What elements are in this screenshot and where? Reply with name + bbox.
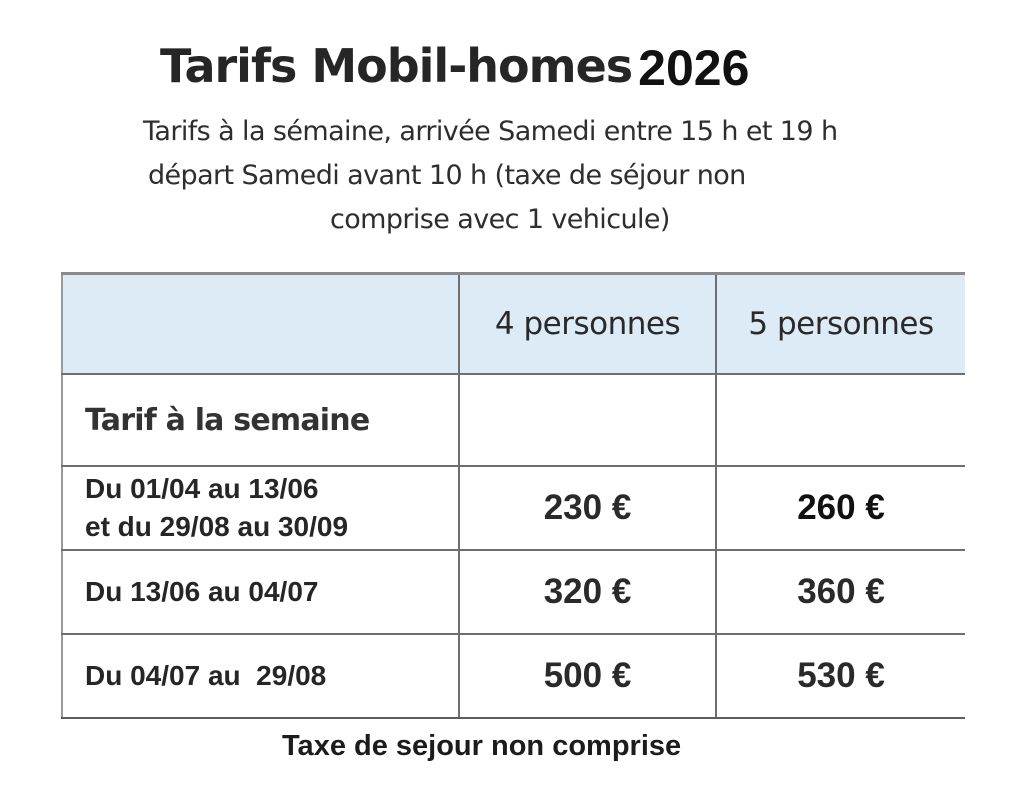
subtitle-line-2: départ Samedi avant 10 h (taxe de séjour…	[148, 160, 746, 191]
price-table: 4 personnes 5 personnes Tarif à la semai…	[61, 272, 965, 719]
period-cell: Du 13/06 au 04/07	[61, 549, 460, 635]
empty-cell	[715, 373, 965, 467]
title-main: Tarifs Mobil-homes	[160, 39, 633, 93]
table-header-row: 4 personnes 5 personnes	[61, 272, 965, 375]
period-line: et du 29/08 au 30/09	[85, 511, 349, 542]
header-empty-cell	[61, 272, 460, 375]
table-row: Du 04/07 au 29/08 500 € 530 €	[61, 633, 965, 719]
price-4-personnes: 320 €	[458, 549, 717, 635]
title-year: 2026	[638, 40, 750, 96]
table-label-row: Tarif à la semaine	[61, 373, 965, 467]
price-4-personnes: 230 €	[458, 465, 717, 551]
price-5-personnes: 260 €	[715, 465, 965, 551]
price-5-personnes: 530 €	[715, 633, 965, 719]
price-4-personnes: 500 €	[458, 633, 717, 719]
price-5-personnes: 360 €	[715, 549, 965, 635]
period-line: Du 01/04 au 13/06	[85, 473, 319, 504]
period-line: Du 04/07 au 29/08	[85, 660, 327, 691]
period-line: Du 13/06 au 04/07	[85, 576, 319, 607]
page-title: Tarifs Mobil-homes 2026	[160, 36, 880, 96]
subtitle-line-3: comprise avec 1 vehicule)	[330, 204, 670, 235]
tarif-semaine-label: Tarif à la semaine	[61, 373, 460, 467]
empty-cell	[458, 373, 717, 467]
table-row: Du 01/04 au 13/06 et du 29/08 au 30/09 2…	[61, 465, 965, 551]
period-cell: Du 04/07 au 29/08	[61, 633, 460, 719]
subtitle-line-1: Tarifs à la sémaine, arrivée Samedi entr…	[143, 116, 838, 147]
table-row: Du 13/06 au 04/07 320 € 360 €	[61, 549, 965, 635]
footer-note: Taxe de sejour non comprise	[282, 730, 682, 762]
header-5-personnes: 5 personnes	[715, 272, 965, 375]
period-cell: Du 01/04 au 13/06 et du 29/08 au 30/09	[61, 465, 460, 551]
header-4-personnes: 4 personnes	[458, 272, 717, 375]
